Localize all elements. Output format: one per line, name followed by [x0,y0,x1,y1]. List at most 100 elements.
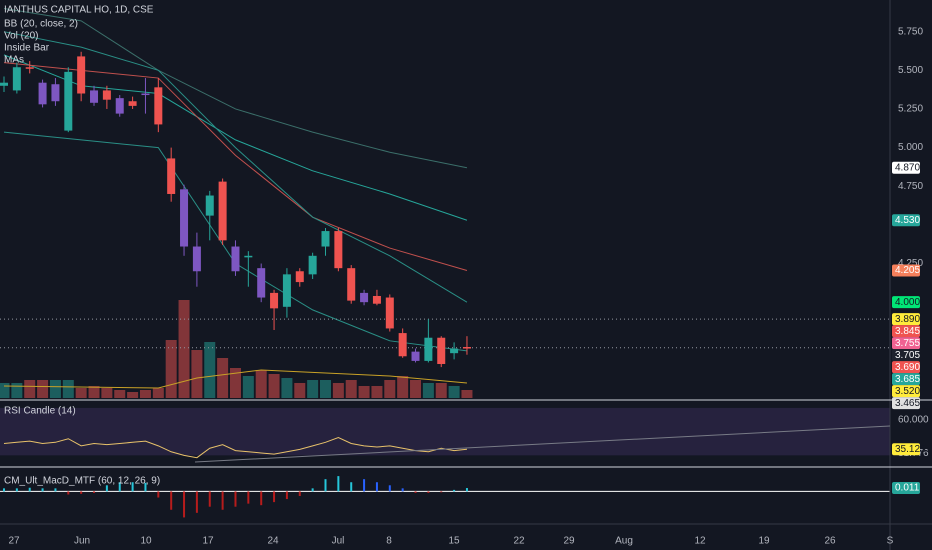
macd-bar [221,491,224,510]
volume-bar [410,380,422,398]
x-tick-label: Jul [332,536,345,547]
macd-bar [41,488,44,492]
macd-bar [131,482,134,492]
volume-bar [281,378,293,398]
volume-bar [448,386,460,398]
macd-bar [363,479,366,492]
price-tag [892,161,920,174]
macd-tag [892,482,920,495]
volume-bar [114,390,126,398]
price-tag-label: 3.520 [895,386,920,397]
macd-bar [3,488,5,492]
trend-line [194,425,891,463]
candle-body [90,90,99,103]
x-tick-label: 8 [386,536,392,547]
candle-body [128,101,137,106]
candle-body [0,82,8,86]
candle-body [141,93,150,96]
x-tick-label: 10 [140,536,152,547]
price-tag [892,349,920,362]
rsi-tag [892,443,920,456]
y-tick-label: 4.250 [898,258,923,269]
macd-bar [54,488,57,492]
macd-bar [80,491,83,494]
rsi-band [0,407,890,456]
price-tag [892,264,920,277]
candle-body [424,337,433,361]
candle-body [270,292,279,309]
candle-body [334,231,343,269]
volume-bar [165,340,177,398]
x-tick-label: 26 [824,536,836,547]
x-tick-label: Jun [74,536,90,547]
volume-ma [3,369,468,389]
volume-bar [24,380,36,398]
volume-bar [0,383,10,398]
price-tag [892,325,920,338]
candle-body [231,246,240,272]
x-tick-label: 12 [694,536,706,547]
candle-body [25,67,34,69]
volume-bar [384,380,396,398]
price-tag [892,313,920,326]
candle-body [372,295,381,304]
macd-bar [350,482,353,492]
price-tag-label: 3.755 [895,338,920,349]
macd-bar [388,485,391,492]
macd-bar [183,491,186,518]
macd-bar [465,488,468,492]
candle-body [257,268,266,298]
volume-bar [345,380,357,398]
x-tick-label: 24 [267,536,279,547]
indicator-line [3,8,468,169]
macd-bar [247,491,250,504]
macd-bar [401,488,404,492]
candle-body [154,87,163,125]
volume-bar [255,370,267,398]
candle-body [218,181,227,241]
volume-bar [397,376,409,398]
candle-body [437,337,446,364]
macd-bar [311,488,314,492]
volume-bar [204,342,216,398]
volume-bar [88,386,100,398]
volume-bar [229,368,241,398]
price-tag [892,296,920,309]
macd-bar [427,491,430,493]
price-tag [892,361,920,374]
macd-bar [208,491,211,507]
volume-bar [127,392,139,398]
price-tag-label: 3.685 [895,374,920,385]
price-tag-label: 3.890 [895,314,920,325]
x-tick-label: 17 [202,536,214,547]
candle-body [360,292,369,303]
macd-bar [157,491,160,498]
volume-bar [242,376,254,398]
volume-bar [62,380,74,398]
candle-body [102,90,111,100]
macd-bar [298,491,301,496]
price-tag-label: 4.205 [895,265,920,276]
x-tick-label: Aug [615,536,633,547]
x-tick-label: 15 [448,536,460,547]
volume-bar [217,358,229,398]
price-tag [892,385,920,398]
price-tag-label: 4.000 [895,297,920,308]
macd-bar [105,485,108,492]
candle-body [205,195,214,216]
candle-body [462,346,471,349]
macd-bar [195,491,198,513]
rsi-tag-label: 35.125 [895,444,926,455]
macd-bar [337,476,340,492]
macd-tag-label: 0.011 [895,483,920,494]
rsi-title: RSI Candle (14) [4,406,76,417]
price-tag-label: 4.870 [895,162,920,173]
macd-bar [414,491,417,493]
macd-bar [375,482,378,492]
price-tag-label: 3.690 [895,362,920,373]
volume-bar [178,300,190,398]
price-tag [892,337,920,350]
macd-bar [260,491,263,506]
candle-body [244,255,253,258]
